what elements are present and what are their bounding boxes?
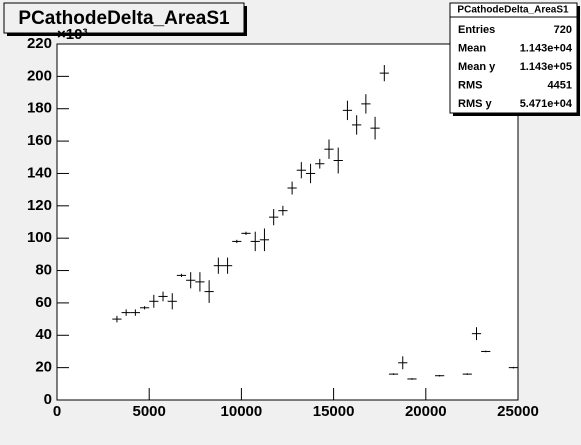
y-tick-label: 180 (27, 100, 52, 117)
y-tick-label: 220 (27, 35, 52, 52)
stats-value: 4451 (548, 79, 572, 91)
y-tick-label: 100 (27, 229, 52, 246)
stats-label: Mean (458, 42, 486, 54)
y-tick-label: 200 (27, 67, 52, 84)
x-tick-label: 0 (53, 403, 61, 420)
y-tick-label: 120 (27, 197, 52, 214)
y-tick-label: 140 (27, 164, 52, 181)
stats-label: RMS (458, 79, 482, 91)
y-tick-label: 20 (35, 359, 52, 376)
stats-rows: Entries 720 Mean 1.143e+04 Mean y 1.143e+05 RM… (458, 24, 573, 110)
x-tick-label: 15000 (313, 403, 355, 420)
title-box (3, 2, 245, 34)
stats-value: 1.143e+05 (520, 61, 572, 73)
x-tick-label: 20000 (405, 403, 447, 420)
stats-value: 5.471e+04 (520, 98, 573, 110)
y-tick-label: 60 (35, 294, 52, 311)
stats-box (449, 2, 578, 114)
y-tick-label: 160 (27, 132, 52, 149)
stats-title: PCathodeDelta_AreaS1 (457, 5, 569, 16)
stats-label: Entries (458, 24, 495, 36)
x-tick-label: 25000 (497, 403, 539, 420)
y-exponent: ×10³ (57, 26, 87, 43)
stats-label: Mean y (458, 61, 496, 73)
y-tick-label: 40 (35, 326, 52, 343)
stats-value: 1.143e+04 (520, 42, 573, 54)
x-tick-label: 10000 (221, 403, 263, 420)
y-tick-label: 0 (44, 391, 52, 408)
stats-label: RMS y (458, 98, 493, 110)
y-tick-label: 80 (35, 262, 52, 279)
x-tick-label: 5000 (133, 403, 166, 420)
chart-title: PCathodeDelta_AreaS1 (18, 8, 230, 29)
frame (56, 43, 519, 401)
stats-value: 720 (554, 24, 572, 36)
